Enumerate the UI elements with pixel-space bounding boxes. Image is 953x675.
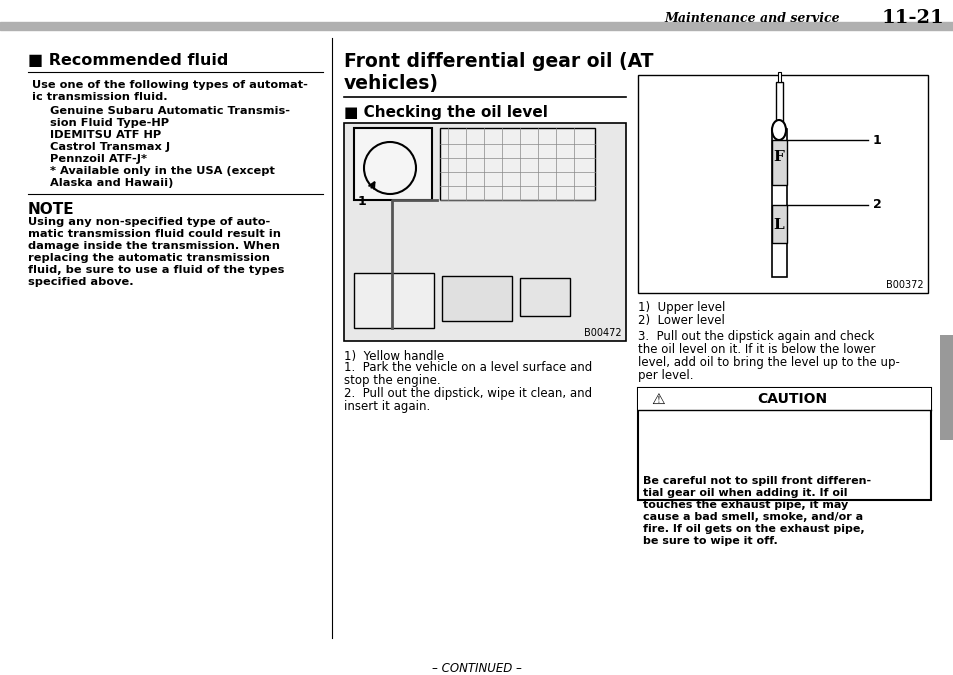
Bar bbox=[771, 140, 786, 185]
Bar bbox=[638, 388, 930, 410]
Text: Castrol Transmax J: Castrol Transmax J bbox=[50, 142, 170, 152]
Text: 11-21: 11-21 bbox=[881, 9, 943, 27]
Bar bbox=[439, 128, 595, 200]
Text: specified above.: specified above. bbox=[28, 277, 133, 287]
Bar bbox=[441, 276, 512, 321]
Ellipse shape bbox=[771, 120, 785, 140]
Text: 1: 1 bbox=[872, 134, 881, 146]
Text: F: F bbox=[773, 150, 783, 164]
Text: IDEMITSU ATF HP: IDEMITSU ATF HP bbox=[50, 130, 161, 140]
Bar bbox=[519, 278, 569, 316]
Text: fire. If oil gets on the exhaust pipe,: fire. If oil gets on the exhaust pipe, bbox=[642, 524, 863, 534]
Text: per level.: per level. bbox=[638, 369, 693, 382]
Text: cause a bad smell, smoke, and/or a: cause a bad smell, smoke, and/or a bbox=[642, 512, 862, 522]
Text: 1)  Upper level: 1) Upper level bbox=[638, 301, 724, 314]
Text: matic transmission fluid could result in: matic transmission fluid could result in bbox=[28, 229, 281, 239]
Text: Front differential gear oil (AT
vehicles): Front differential gear oil (AT vehicles… bbox=[344, 52, 653, 93]
Text: ⚠: ⚠ bbox=[651, 392, 664, 406]
Text: CAUTION: CAUTION bbox=[757, 392, 826, 406]
Text: insert it again.: insert it again. bbox=[344, 400, 430, 413]
Text: Use one of the following types of automat-: Use one of the following types of automa… bbox=[32, 80, 308, 90]
Text: 2: 2 bbox=[872, 198, 881, 211]
Text: * Available only in the USA (except: * Available only in the USA (except bbox=[50, 166, 274, 176]
Text: sion Fluid Type-HP: sion Fluid Type-HP bbox=[50, 118, 169, 128]
Text: Be careful not to spill front differen-: Be careful not to spill front differen- bbox=[642, 476, 870, 486]
Bar bbox=[638, 75, 927, 293]
Text: 2)  Lower level: 2) Lower level bbox=[638, 314, 724, 327]
Bar bbox=[638, 388, 930, 500]
Text: stop the engine.: stop the engine. bbox=[344, 374, 440, 387]
Text: Pennzoil ATF-J*: Pennzoil ATF-J* bbox=[50, 154, 147, 164]
Text: ic transmission fluid.: ic transmission fluid. bbox=[32, 92, 168, 102]
Bar bbox=[771, 205, 786, 243]
Text: NOTE: NOTE bbox=[28, 202, 74, 217]
Text: B00472: B00472 bbox=[584, 328, 621, 338]
Bar bbox=[0, 22, 953, 30]
Text: B00372: B00372 bbox=[885, 280, 923, 290]
Bar bbox=[344, 123, 625, 341]
Text: damage inside the transmission. When: damage inside the transmission. When bbox=[28, 241, 280, 251]
Text: replacing the automatic transmission: replacing the automatic transmission bbox=[28, 253, 270, 263]
Bar bbox=[354, 128, 432, 200]
Text: 1: 1 bbox=[357, 195, 366, 208]
Text: be sure to wipe it off.: be sure to wipe it off. bbox=[642, 536, 777, 546]
Bar bbox=[354, 273, 434, 328]
Text: – CONTINUED –: – CONTINUED – bbox=[432, 662, 521, 675]
Bar bbox=[771, 129, 786, 277]
Bar bbox=[775, 82, 782, 137]
Text: 1)  Yellow handle: 1) Yellow handle bbox=[344, 350, 444, 363]
Text: 1.  Park the vehicle on a level surface and: 1. Park the vehicle on a level surface a… bbox=[344, 361, 592, 374]
Text: touches the exhaust pipe, it may: touches the exhaust pipe, it may bbox=[642, 500, 847, 510]
Bar bbox=[939, 335, 953, 440]
Text: Alaska and Hawaii): Alaska and Hawaii) bbox=[50, 178, 173, 188]
Text: level, add oil to bring the level up to the up-: level, add oil to bring the level up to … bbox=[638, 356, 899, 369]
Text: ■ Checking the oil level: ■ Checking the oil level bbox=[344, 105, 547, 120]
Text: ■ Recommended fluid: ■ Recommended fluid bbox=[28, 53, 228, 68]
Text: 2.  Pull out the dipstick, wipe it clean, and: 2. Pull out the dipstick, wipe it clean,… bbox=[344, 387, 592, 400]
Text: Genuine Subaru Automatic Transmis-: Genuine Subaru Automatic Transmis- bbox=[50, 106, 290, 116]
Text: fluid, be sure to use a fluid of the types: fluid, be sure to use a fluid of the typ… bbox=[28, 265, 284, 275]
Text: Using any non-specified type of auto-: Using any non-specified type of auto- bbox=[28, 217, 270, 227]
Text: 3.  Pull out the dipstick again and check: 3. Pull out the dipstick again and check bbox=[638, 330, 874, 343]
Bar bbox=[778, 72, 781, 82]
Text: Maintenance and service: Maintenance and service bbox=[663, 11, 840, 24]
Text: the oil level on it. If it is below the lower: the oil level on it. If it is below the … bbox=[638, 343, 875, 356]
Text: tial gear oil when adding it. If oil: tial gear oil when adding it. If oil bbox=[642, 488, 846, 498]
Text: L: L bbox=[773, 218, 783, 232]
